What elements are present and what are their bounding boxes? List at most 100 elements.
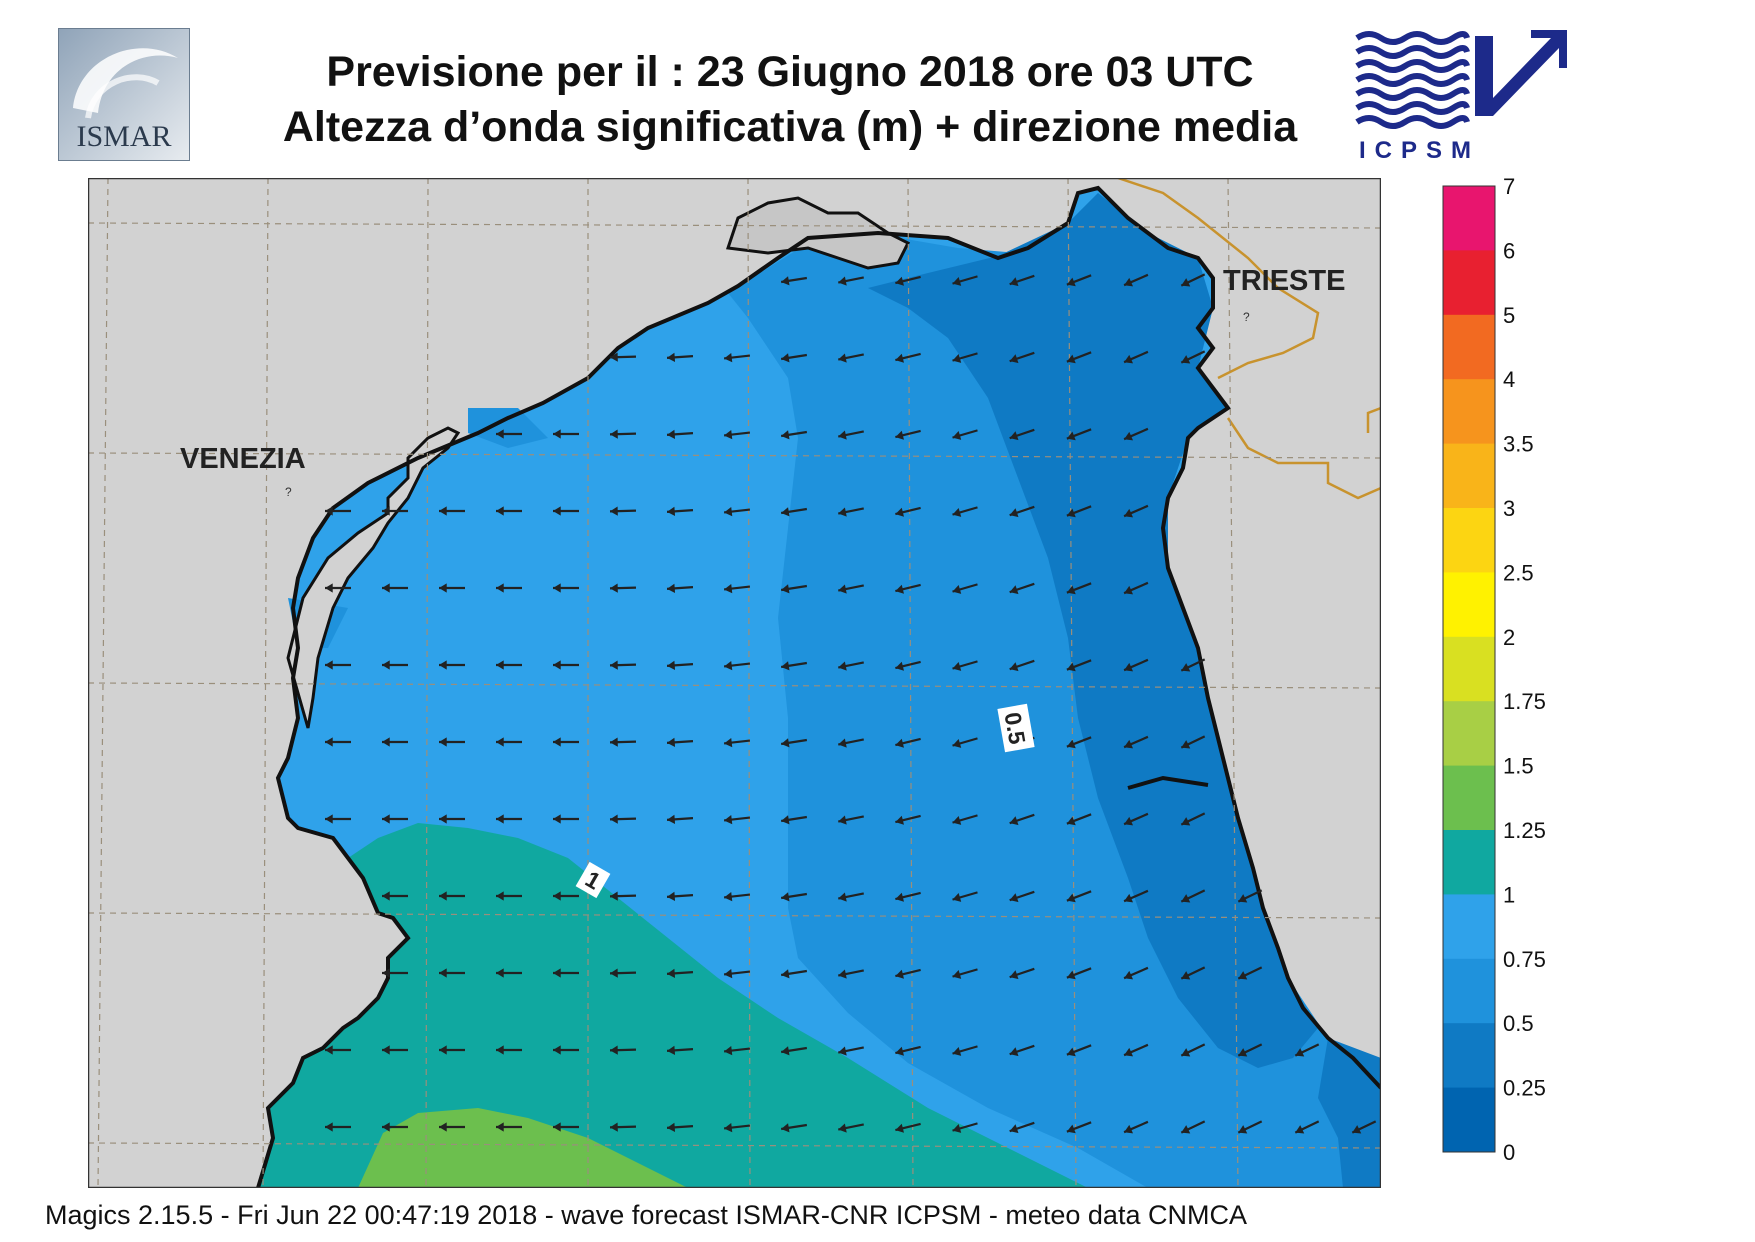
- wave-arrow-head: [496, 429, 504, 439]
- wave-arrow-head: [496, 660, 504, 670]
- legend-swatch: [1443, 508, 1495, 573]
- contour-label-05: 0.5: [997, 703, 1035, 753]
- wave-arrow-head: [553, 1122, 561, 1132]
- wave-arrow-head: [439, 506, 447, 516]
- wave-arrow-head: [1009, 1124, 1019, 1134]
- wave-arrow-head: [610, 814, 618, 824]
- wave-arrow-head: [1066, 277, 1076, 287]
- wave-arrow-head: [952, 816, 962, 825]
- wave-arrow-head: [610, 737, 618, 747]
- wave-arrow-head: [553, 429, 561, 439]
- wave-arrow-head: [439, 583, 447, 593]
- wave-arrow-head: [1124, 893, 1134, 903]
- wave-arrow-head: [667, 1122, 676, 1132]
- wave-arrow-head: [439, 968, 447, 978]
- wave-arrow-head: [382, 1045, 390, 1055]
- legend-label: 0.75: [1503, 947, 1546, 972]
- wave-arrow-head: [667, 1045, 676, 1055]
- wave-arrow-head: [781, 892, 790, 902]
- wave-arrow-head: [610, 1122, 618, 1132]
- wave-arrow-head: [325, 506, 333, 516]
- legend-label: 1.75: [1503, 689, 1546, 714]
- wave-arrow-head: [781, 507, 790, 517]
- wave-arrow-head: [667, 506, 676, 516]
- wave-arrow-head: [325, 660, 333, 670]
- legend-swatch: [1443, 250, 1495, 316]
- wave-arrow-head: [952, 1124, 962, 1133]
- wave-arrow-head: [781, 738, 790, 748]
- wave-arrow-head: [1124, 277, 1134, 287]
- legend-label: 3: [1503, 496, 1515, 521]
- wave-arrow-head: [496, 1122, 504, 1132]
- wave-arrow-head: [838, 661, 847, 671]
- legend-swatch: [1443, 572, 1495, 638]
- wave-arrow-head: [553, 1045, 561, 1055]
- wave-arrow-head: [952, 277, 962, 286]
- wave-direction-arrows: [325, 273, 1377, 1134]
- wave-arrow-head: [1009, 1047, 1019, 1057]
- wave-arrow-head: [1066, 585, 1076, 595]
- wave-arrow-head: [1009, 354, 1019, 364]
- wave-arrow-head: [1124, 662, 1134, 672]
- wave-arrow-head: [724, 352, 733, 363]
- color-legend: 7 6 5 4 3.5 3 2.5 2 1.75 1.5 1.25 1 0.75 0.5 0.25 0: [1438, 172, 1568, 1182]
- legend-label: 1.5: [1503, 754, 1534, 779]
- wave-arrow-head: [610, 352, 618, 362]
- wave-arrow-head: [895, 276, 904, 286]
- wave-arrow-head: [781, 430, 790, 440]
- wave-arrow-head: [610, 583, 618, 593]
- legend-label: 7: [1503, 174, 1515, 199]
- legend-swatch: [1443, 186, 1495, 251]
- legend-swatch: [1443, 379, 1495, 445]
- wave-arrow-head: [1181, 278, 1191, 287]
- ismar-logo: ISMAR: [57, 27, 191, 162]
- wave-arrow-head: [1181, 355, 1191, 364]
- coastline: [256, 185, 1381, 1188]
- contour-label-1: 1: [575, 861, 611, 899]
- wave-arrow-head: [667, 814, 676, 824]
- wave-arrow-head: [667, 429, 676, 439]
- wave-arrow-head: [952, 431, 962, 440]
- wave-arrow-head: [1124, 431, 1134, 441]
- wave-arrow-head: [1238, 1125, 1248, 1134]
- wave-arrow-head: [952, 508, 962, 517]
- wave-arrow-head: [667, 891, 676, 901]
- wave-arrow-head: [382, 660, 390, 670]
- wave-arrow-head: [952, 739, 962, 748]
- legend-label: 0.5: [1503, 1011, 1534, 1036]
- legend-label: 3.5: [1503, 432, 1534, 457]
- wave-arrow-head: [952, 585, 962, 594]
- title-forecast-date: Previsione per il : 23 Giugno 2018 ore 0…: [326, 48, 1254, 96]
- legend-swatch: [1443, 314, 1495, 380]
- icpsm-logo-text: ICPSM: [1359, 137, 1480, 163]
- wave-arrow-head: [724, 506, 733, 517]
- wave-arrow-head: [496, 506, 504, 516]
- title-parameter: Altezza d’onda significativa (m) + direz…: [282, 103, 1298, 151]
- ismar-logo-text: ISMAR: [76, 120, 171, 153]
- wave-arrow-head: [1009, 893, 1019, 903]
- wave-arrow-head: [838, 353, 847, 363]
- wave-arrow-head: [1181, 971, 1191, 980]
- wave-arrow-head: [1009, 431, 1019, 441]
- wave-arrow-head: [1066, 970, 1076, 980]
- wave-arrow-head: [439, 737, 447, 747]
- wave-arrow-head: [895, 661, 904, 671]
- legend-swatch: [1443, 830, 1495, 895]
- wave-arrow-head: [724, 429, 733, 440]
- legend-swatch: [1443, 443, 1495, 509]
- wave-arrow-head: [553, 968, 561, 978]
- wave-arrow-head: [781, 276, 790, 286]
- wave-arrow-head: [553, 814, 561, 824]
- wave-arrow-head: [1238, 971, 1248, 980]
- wave-arrow-head: [1181, 894, 1191, 903]
- wave-arrow-head: [895, 892, 904, 902]
- wave-arrow-head: [439, 1122, 447, 1132]
- map-grid: [88, 178, 1381, 1188]
- wave-arrow-head: [1066, 816, 1076, 826]
- wave-arrow-head: [610, 429, 618, 439]
- icpsm-logo: ICPSM: [1355, 28, 1583, 164]
- wave-arrow-head: [325, 1122, 333, 1132]
- wave-arrow-head: [895, 969, 904, 979]
- legend-label: 4: [1503, 367, 1515, 392]
- wave-arrow-head: [838, 584, 847, 594]
